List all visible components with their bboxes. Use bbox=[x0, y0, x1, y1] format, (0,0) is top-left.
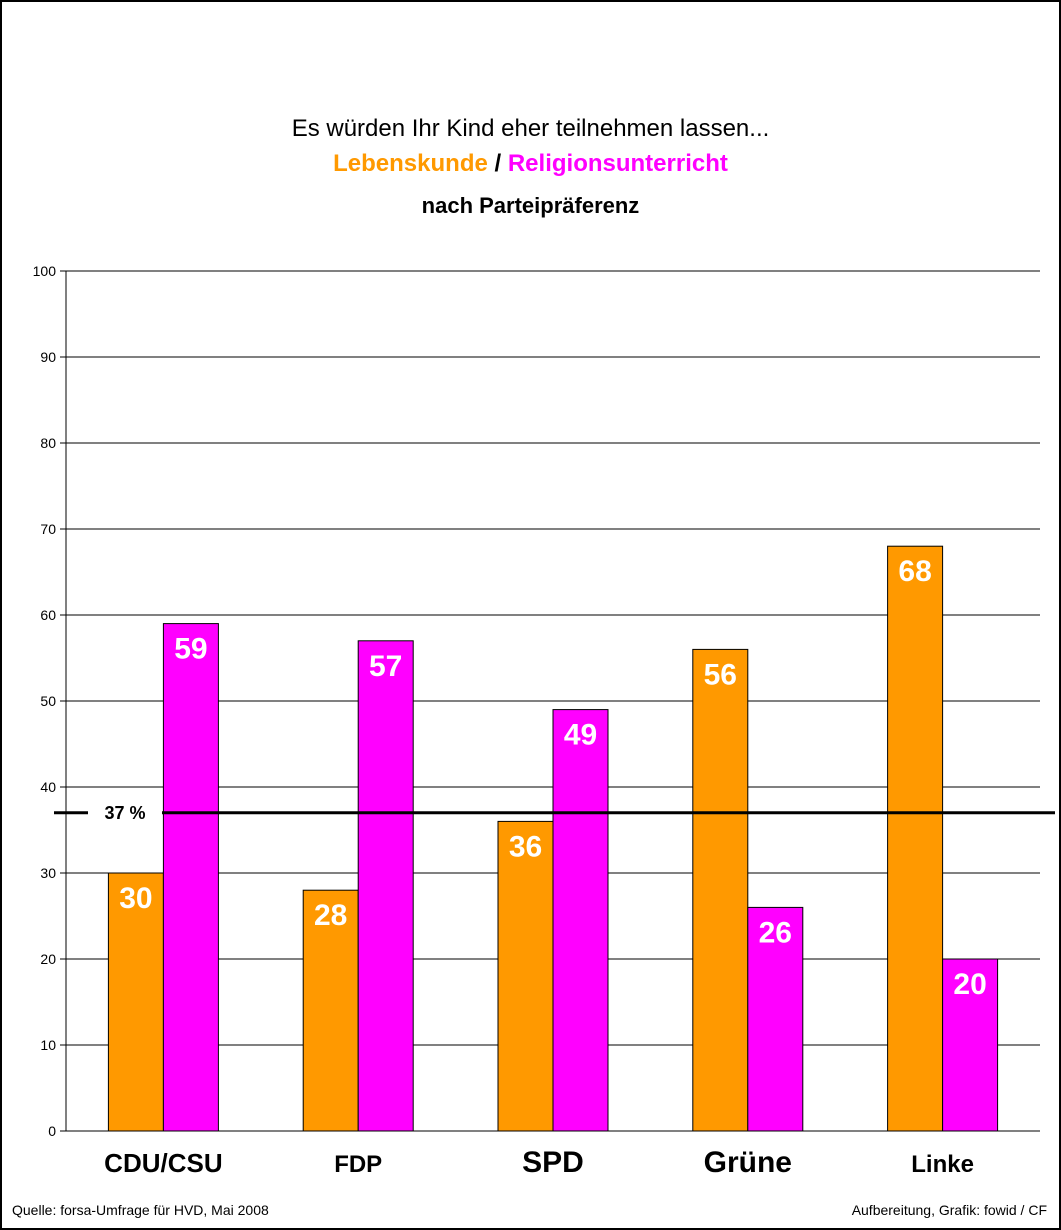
data-label: 20 bbox=[953, 968, 986, 1001]
y-tick-label: 50 bbox=[40, 693, 56, 709]
chart-series-legend: Lebenskunde / Religionsunterricht bbox=[2, 150, 1059, 178]
bar-0 bbox=[107, 872, 164, 1132]
bar-1 bbox=[747, 906, 804, 1132]
category-label: CDU/CSU bbox=[104, 1148, 222, 1178]
y-tick-label: 40 bbox=[40, 779, 56, 795]
legend-separator: / bbox=[487, 150, 508, 177]
y-tick-label: 80 bbox=[40, 435, 56, 451]
credit-note: Aufbereitung, Grafik: fowid / CF bbox=[851, 1202, 1047, 1218]
legend-lebenskunde: Lebenskunde bbox=[333, 150, 488, 177]
bar-0 bbox=[302, 889, 359, 1132]
data-label: 36 bbox=[509, 830, 542, 863]
data-label: 57 bbox=[369, 650, 402, 683]
y-tick-label: 0 bbox=[48, 1123, 56, 1139]
category-label: Linke bbox=[911, 1151, 974, 1178]
data-label: 56 bbox=[704, 658, 737, 691]
chart-subtitle: nach Parteipräferenz bbox=[421, 193, 640, 218]
data-label: 59 bbox=[174, 633, 207, 666]
y-tick-label: 70 bbox=[40, 521, 56, 537]
y-tick-label: 60 bbox=[40, 607, 56, 623]
data-label: 49 bbox=[564, 719, 597, 752]
data-label: 68 bbox=[898, 555, 931, 588]
data-label: 26 bbox=[759, 916, 792, 949]
reference-label-bg bbox=[88, 798, 162, 827]
legend-religionsunterricht: Religionsunterricht bbox=[507, 150, 728, 177]
data-label: 28 bbox=[314, 899, 347, 932]
category-label: FDP bbox=[334, 1151, 382, 1178]
bar-1 bbox=[162, 623, 219, 1132]
bar-0 bbox=[887, 545, 944, 1132]
bar-0 bbox=[497, 820, 554, 1132]
source-note: Quelle: forsa-Umfrage für HVD, Mai 2008 bbox=[12, 1202, 269, 1218]
y-tick-label: 10 bbox=[40, 1037, 56, 1053]
y-tick-label: 100 bbox=[33, 263, 57, 279]
data-label: 30 bbox=[119, 882, 152, 915]
bar-1 bbox=[552, 709, 609, 1132]
y-tick-label: 90 bbox=[40, 349, 56, 365]
category-label: Grüne bbox=[704, 1146, 792, 1179]
reference-label: 37 % bbox=[104, 803, 145, 823]
bar-1 bbox=[357, 640, 414, 1132]
chart-title: Es würden Ihr Kind eher teilnehmen lasse… bbox=[291, 115, 770, 142]
category-label: SPD bbox=[522, 1146, 584, 1179]
y-tick-label: 20 bbox=[40, 951, 56, 967]
y-tick-label: 30 bbox=[40, 865, 56, 881]
bar-0 bbox=[692, 648, 749, 1132]
